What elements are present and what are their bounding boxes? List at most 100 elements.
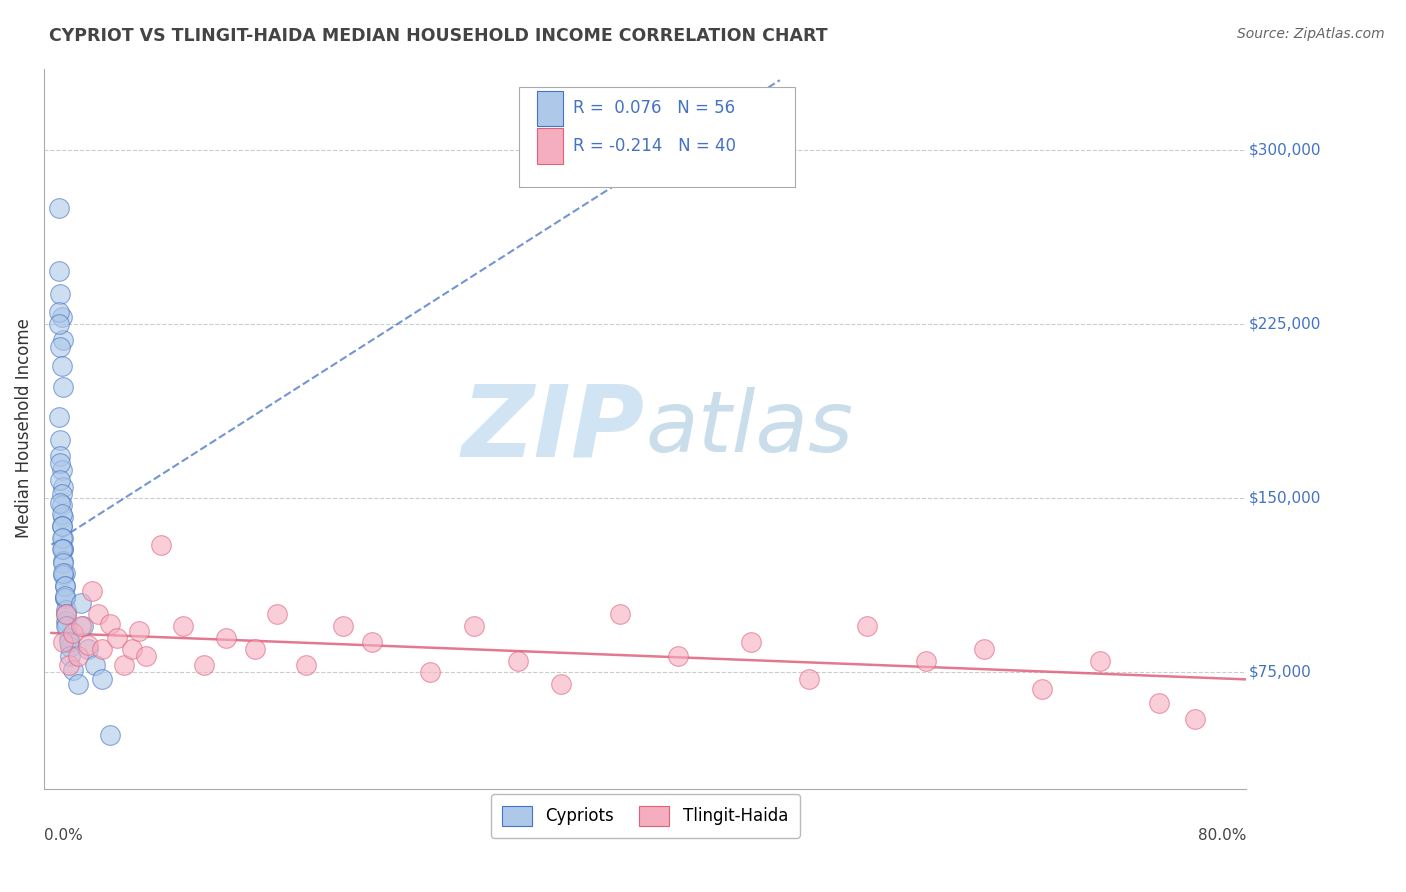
Point: [52, 566, 75, 580]
Point: [105, 631, 128, 645]
Point: [58, 658, 80, 673]
Point: [55, 619, 77, 633]
Point: [1147, 696, 1170, 710]
Point: [69, 619, 91, 633]
Point: [56, 619, 79, 633]
Point: [856, 619, 879, 633]
Point: [52, 554, 75, 568]
Point: [53, 591, 76, 605]
Point: [193, 658, 215, 673]
Text: 80.0%: 80.0%: [1198, 828, 1246, 843]
Text: $150,000: $150,000: [1249, 491, 1320, 506]
Point: [49, 286, 72, 301]
Point: [550, 677, 572, 691]
Point: [82, 584, 104, 599]
Point: [62, 626, 84, 640]
Point: [51, 519, 73, 533]
Point: [59, 640, 82, 654]
Point: [51, 531, 73, 545]
Point: [797, 673, 820, 687]
Point: [51, 310, 73, 324]
Point: [215, 631, 238, 645]
Point: [98, 616, 121, 631]
Point: [740, 635, 762, 649]
Point: [52, 509, 75, 524]
Point: [76, 638, 98, 652]
Point: [91, 642, 114, 657]
FancyBboxPatch shape: [537, 128, 564, 163]
Point: [84, 658, 107, 673]
Point: [51, 498, 73, 512]
Point: [121, 642, 143, 657]
Point: [49, 450, 72, 464]
Point: [87, 607, 110, 622]
Point: [332, 619, 354, 633]
Text: ZIP: ZIP: [463, 380, 645, 477]
Point: [295, 658, 318, 673]
Point: [55, 607, 77, 622]
Point: [72, 619, 94, 633]
Text: 0.0%: 0.0%: [44, 828, 83, 843]
Point: [52, 635, 75, 649]
Point: [419, 665, 441, 680]
Point: [135, 649, 157, 664]
Legend: Cypriots, Tlingit-Haida: Cypriots, Tlingit-Haida: [491, 794, 800, 838]
Point: [51, 542, 73, 557]
Point: [66, 677, 89, 691]
Point: [666, 649, 689, 664]
Point: [172, 619, 194, 633]
Point: [1090, 654, 1112, 668]
Point: [55, 607, 77, 622]
Point: [48, 409, 70, 424]
Point: [58, 631, 80, 645]
Text: $300,000: $300,000: [1249, 143, 1320, 157]
Point: [55, 615, 77, 629]
Y-axis label: Median Household Income: Median Household Income: [15, 318, 32, 539]
Point: [52, 556, 75, 570]
Point: [245, 642, 267, 657]
Point: [266, 607, 288, 622]
Point: [973, 642, 995, 657]
Point: [52, 480, 75, 494]
Point: [66, 649, 89, 664]
Point: [76, 642, 98, 657]
Point: [53, 579, 76, 593]
Point: [49, 473, 72, 487]
Point: [49, 496, 72, 510]
Point: [48, 201, 70, 215]
Point: [98, 728, 121, 742]
Point: [1184, 712, 1206, 726]
Point: [51, 463, 73, 477]
Point: [91, 673, 114, 687]
Point: [59, 649, 82, 664]
Point: [361, 635, 384, 649]
FancyBboxPatch shape: [519, 87, 796, 187]
Point: [51, 359, 73, 373]
Text: Source: ZipAtlas.com: Source: ZipAtlas.com: [1237, 27, 1385, 41]
Point: [52, 333, 75, 347]
Point: [128, 624, 150, 638]
Point: [55, 603, 77, 617]
Text: CYPRIOT VS TLINGIT-HAIDA MEDIAN HOUSEHOLD INCOME CORRELATION CHART: CYPRIOT VS TLINGIT-HAIDA MEDIAN HOUSEHOL…: [49, 27, 828, 45]
Point: [49, 456, 72, 470]
Point: [52, 542, 75, 557]
Point: [69, 596, 91, 610]
Point: [49, 433, 72, 447]
Point: [51, 519, 73, 533]
Point: [52, 380, 75, 394]
Point: [53, 566, 76, 580]
Point: [506, 654, 529, 668]
FancyBboxPatch shape: [537, 91, 564, 126]
Text: atlas: atlas: [645, 387, 853, 470]
Point: [149, 538, 172, 552]
Point: [53, 589, 76, 603]
Point: [1031, 681, 1053, 696]
Point: [53, 591, 76, 605]
Point: [49, 340, 72, 354]
Text: $225,000: $225,000: [1249, 317, 1320, 332]
Point: [112, 658, 135, 673]
Point: [53, 579, 76, 593]
Point: [463, 619, 485, 633]
Text: $75,000: $75,000: [1249, 665, 1312, 680]
Point: [52, 542, 75, 557]
